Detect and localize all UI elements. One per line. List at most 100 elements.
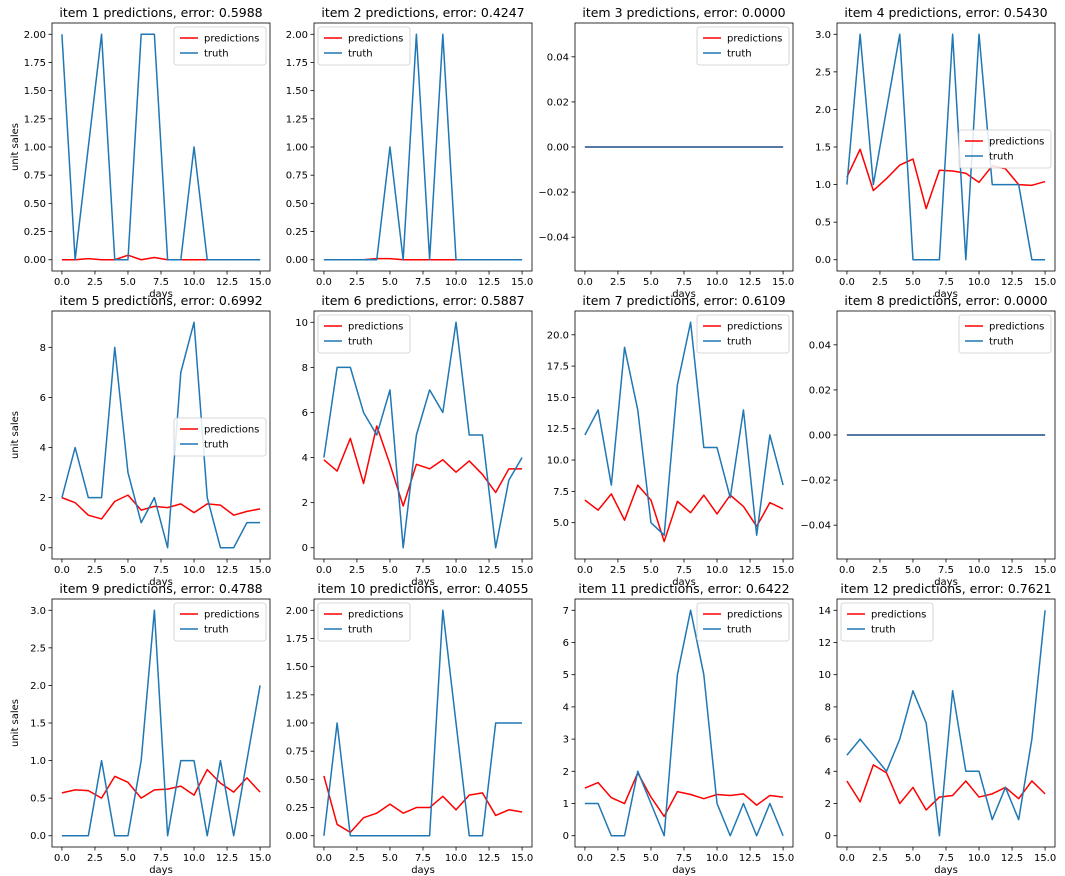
y-tick-label: 1.25	[286, 114, 308, 125]
subplot-10: item 10 predictions, error: 0.4055 0.0 2.5…	[286, 581, 533, 876]
legend-box	[696, 314, 790, 354]
plot-frame	[313, 22, 533, 272]
x-axis-label: days	[149, 865, 173, 876]
y-tick-label: 4	[825, 767, 831, 778]
y-tick-label: 0	[40, 543, 46, 554]
x-tick-label: 10.0	[968, 565, 990, 576]
x-tick-label: 0.0	[316, 277, 332, 288]
legend-label-predictions: predictions	[989, 137, 1044, 148]
x-tick-label: 15.0	[511, 565, 533, 576]
x-axis-label: days	[149, 289, 173, 300]
series-line-predictions	[323, 425, 523, 507]
x-tick-label: 10.0	[445, 853, 467, 864]
x-tick-label: 15.0	[1034, 565, 1056, 576]
y-tick-label: 8	[825, 702, 831, 713]
y-tick-label: 3.0	[815, 30, 831, 41]
y-tick-label: 10	[295, 318, 308, 329]
y-tick-label: 0	[563, 831, 569, 842]
x-tick-label: 7.5	[153, 277, 169, 288]
x-tick-label: 10.0	[183, 277, 205, 288]
subplot-4: item 4 predictions, error: 0.5430 0.0 2.5 5…	[815, 5, 1056, 300]
x-tick-label: 15.0	[772, 565, 794, 576]
x-axis-label: days	[672, 577, 696, 588]
x-tick-label: 15.0	[772, 853, 794, 864]
subplot-title: item 3 predictions, error: 0.0000	[582, 5, 785, 20]
x-tick-label: 12.5	[739, 565, 761, 576]
y-tick-label: 1.5	[30, 719, 46, 730]
legend-box	[173, 417, 267, 457]
legend-label-predictions: predictions	[204, 610, 259, 621]
legend-label-truth: truth	[989, 337, 1014, 348]
plot-frame	[836, 310, 1056, 560]
x-tick-label: 0.0	[54, 565, 70, 576]
y-tick-label: 1.50	[286, 662, 308, 673]
legend-label-predictions: predictions	[204, 34, 259, 45]
x-tick-label: 7.5	[676, 565, 692, 576]
x-tick-label: 7.5	[415, 853, 431, 864]
x-tick-label: 2.5	[349, 565, 365, 576]
series-line-truth	[323, 321, 523, 549]
y-tick-label: 6	[302, 408, 308, 419]
legend: predictions truth	[696, 602, 790, 642]
x-tick-label: 0.0	[316, 853, 332, 864]
y-tick-label: 0.02	[809, 385, 831, 396]
y-axis-label: unit sales	[10, 123, 21, 171]
y-tick-label: 5.0	[553, 518, 569, 529]
x-tick-label: 10.0	[183, 853, 205, 864]
subplot-title: item 8 predictions, error: 0.0000	[844, 293, 1047, 308]
x-tick-label: 5.0	[905, 565, 921, 576]
x-tick-label: 12.5	[1001, 565, 1023, 576]
plot-frame	[51, 598, 271, 848]
y-tick-label: 0	[302, 543, 308, 554]
subplot-title: item 6 predictions, error: 0.5887	[321, 293, 524, 308]
legend-box	[317, 26, 411, 66]
x-tick-label: 15.0	[1034, 853, 1056, 864]
legend: predictions truth	[173, 602, 267, 642]
subplot-9: item 9 predictions, error: 0.4788 0.0 2.5 5…	[10, 581, 271, 876]
y-tick-label: 2.5	[815, 67, 831, 78]
legend-box	[317, 314, 411, 354]
y-tick-label: 10	[818, 670, 831, 681]
plot-frame	[51, 22, 271, 272]
x-tick-label: 2.5	[349, 853, 365, 864]
y-tick-label: 1.0	[815, 180, 831, 191]
y-tick-label: 12.5	[547, 424, 569, 435]
y-tick-label: 1.75	[286, 58, 308, 69]
x-tick-label: 12.5	[216, 853, 238, 864]
y-tick-label: −0.02	[538, 188, 569, 199]
x-tick-label: 0.0	[839, 565, 855, 576]
y-tick-label: 1.25	[286, 690, 308, 701]
x-axis-label: days	[934, 865, 958, 876]
y-tick-label: 1.75	[286, 634, 308, 645]
x-tick-label: 15.0	[772, 277, 794, 288]
legend: predictions truth	[696, 26, 790, 66]
y-tick-label: 0.75	[286, 747, 308, 758]
y-tick-label: 0.00	[547, 143, 569, 154]
x-tick-label: 0.0	[316, 565, 332, 576]
legend-label-truth: truth	[204, 625, 229, 636]
x-tick-label: 0.0	[54, 277, 70, 288]
x-tick-label: 0.0	[577, 277, 593, 288]
x-tick-label: 7.5	[415, 277, 431, 288]
legend: predictions truth	[173, 417, 267, 457]
legend: predictions truth	[317, 314, 411, 354]
legend-label-truth: truth	[989, 152, 1014, 163]
series-line-predictions	[584, 484, 784, 543]
y-tick-label: 0.00	[286, 255, 308, 266]
legend-box	[696, 602, 790, 642]
legend-label-predictions: predictions	[204, 425, 259, 436]
y-tick-label: 3	[563, 735, 569, 746]
x-tick-label: 2.5	[872, 565, 888, 576]
y-tick-label: 12	[818, 638, 831, 649]
series-line-predictions	[61, 494, 261, 520]
y-tick-label: 6	[825, 735, 831, 746]
x-tick-label: 7.5	[938, 565, 954, 576]
y-tick-label: 0.04	[547, 52, 569, 63]
y-tick-label: 0.50	[286, 775, 308, 786]
subplot-6: item 6 predictions, error: 0.5887 0.0 2.5 5…	[295, 293, 533, 588]
x-axis-label: days	[411, 865, 435, 876]
y-tick-label: 4	[302, 453, 308, 464]
x-axis-label: days	[672, 865, 696, 876]
y-tick-label: 4	[563, 702, 569, 713]
y-tick-label: 0.02	[547, 97, 569, 108]
